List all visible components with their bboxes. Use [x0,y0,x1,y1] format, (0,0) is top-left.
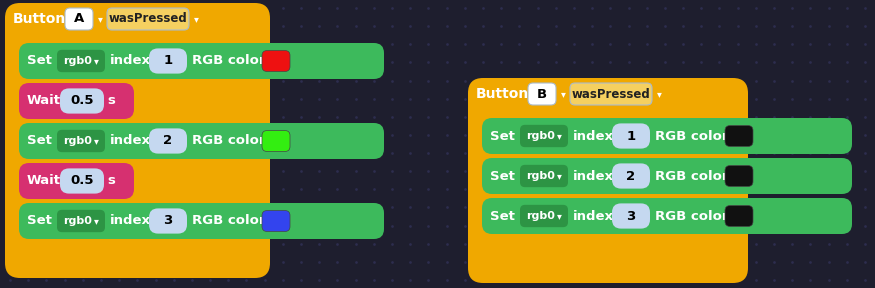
Text: 2: 2 [164,134,172,147]
Text: rgb0: rgb0 [526,171,555,181]
FancyBboxPatch shape [570,83,652,105]
FancyBboxPatch shape [612,163,650,189]
FancyBboxPatch shape [482,198,852,234]
Text: ▾: ▾ [98,14,103,24]
FancyBboxPatch shape [482,158,852,194]
Text: wasPressed: wasPressed [108,12,187,26]
FancyBboxPatch shape [262,211,290,232]
Text: 0.5: 0.5 [70,94,94,107]
FancyBboxPatch shape [612,203,650,229]
Text: Set: Set [27,215,52,228]
Text: 2: 2 [626,170,635,183]
Text: A: A [74,12,84,26]
Text: Set: Set [27,134,52,147]
FancyBboxPatch shape [149,209,187,234]
Text: RGB color: RGB color [192,134,265,147]
Text: RGB color: RGB color [655,170,729,183]
Text: rgb0: rgb0 [63,136,92,146]
Text: index: index [110,54,151,67]
Text: ▾: ▾ [94,216,99,226]
Text: rgb0: rgb0 [63,216,92,226]
Text: s: s [107,175,115,187]
Text: index: index [110,215,151,228]
FancyBboxPatch shape [57,50,105,72]
Text: ▾: ▾ [657,89,662,99]
Text: index: index [573,209,614,223]
Text: RGB color: RGB color [192,54,265,67]
Text: rgb0: rgb0 [63,56,92,66]
FancyBboxPatch shape [725,206,753,226]
Text: RGB color: RGB color [655,209,729,223]
FancyBboxPatch shape [19,203,384,239]
Text: RGB color: RGB color [192,215,265,228]
Text: index: index [573,170,614,183]
Text: ▾: ▾ [556,171,562,181]
Text: ▾: ▾ [556,211,562,221]
Text: 3: 3 [164,215,172,228]
Text: s: s [107,94,115,107]
FancyBboxPatch shape [5,3,270,278]
Text: index: index [573,130,614,143]
FancyBboxPatch shape [262,51,290,71]
Text: Wait: Wait [27,175,61,187]
FancyBboxPatch shape [149,128,187,154]
Text: B: B [537,88,547,101]
FancyBboxPatch shape [520,205,568,227]
Text: Set: Set [490,130,514,143]
Text: 0.5: 0.5 [70,175,94,187]
FancyBboxPatch shape [19,123,384,159]
Text: ▾: ▾ [556,131,562,141]
FancyBboxPatch shape [262,130,290,151]
Text: rgb0: rgb0 [526,211,555,221]
Text: 1: 1 [626,130,635,143]
FancyBboxPatch shape [612,123,650,149]
FancyBboxPatch shape [65,8,93,30]
Text: ▾: ▾ [561,89,566,99]
FancyBboxPatch shape [520,125,568,147]
Text: 3: 3 [626,209,635,223]
Text: ▾: ▾ [94,56,99,66]
Text: ▾: ▾ [194,14,199,24]
FancyBboxPatch shape [482,118,852,154]
Text: 1: 1 [164,54,172,67]
FancyBboxPatch shape [60,88,104,113]
FancyBboxPatch shape [57,210,105,232]
Text: rgb0: rgb0 [526,131,555,141]
FancyBboxPatch shape [19,83,134,119]
Text: Button: Button [13,12,66,26]
FancyBboxPatch shape [19,163,134,199]
FancyBboxPatch shape [19,43,384,79]
Text: RGB color: RGB color [655,130,729,143]
Text: Set: Set [27,54,52,67]
FancyBboxPatch shape [149,48,187,74]
Text: ▾: ▾ [94,136,99,146]
Text: Set: Set [490,170,514,183]
FancyBboxPatch shape [520,165,568,187]
FancyBboxPatch shape [725,126,753,146]
Text: Button: Button [476,87,529,101]
FancyBboxPatch shape [57,130,105,152]
FancyBboxPatch shape [725,166,753,186]
FancyBboxPatch shape [528,83,556,105]
Text: Set: Set [490,209,514,223]
Text: index: index [110,134,151,147]
Text: wasPressed: wasPressed [571,88,650,101]
Text: Wait: Wait [27,94,61,107]
FancyBboxPatch shape [468,78,748,283]
FancyBboxPatch shape [107,8,189,30]
FancyBboxPatch shape [60,168,104,194]
